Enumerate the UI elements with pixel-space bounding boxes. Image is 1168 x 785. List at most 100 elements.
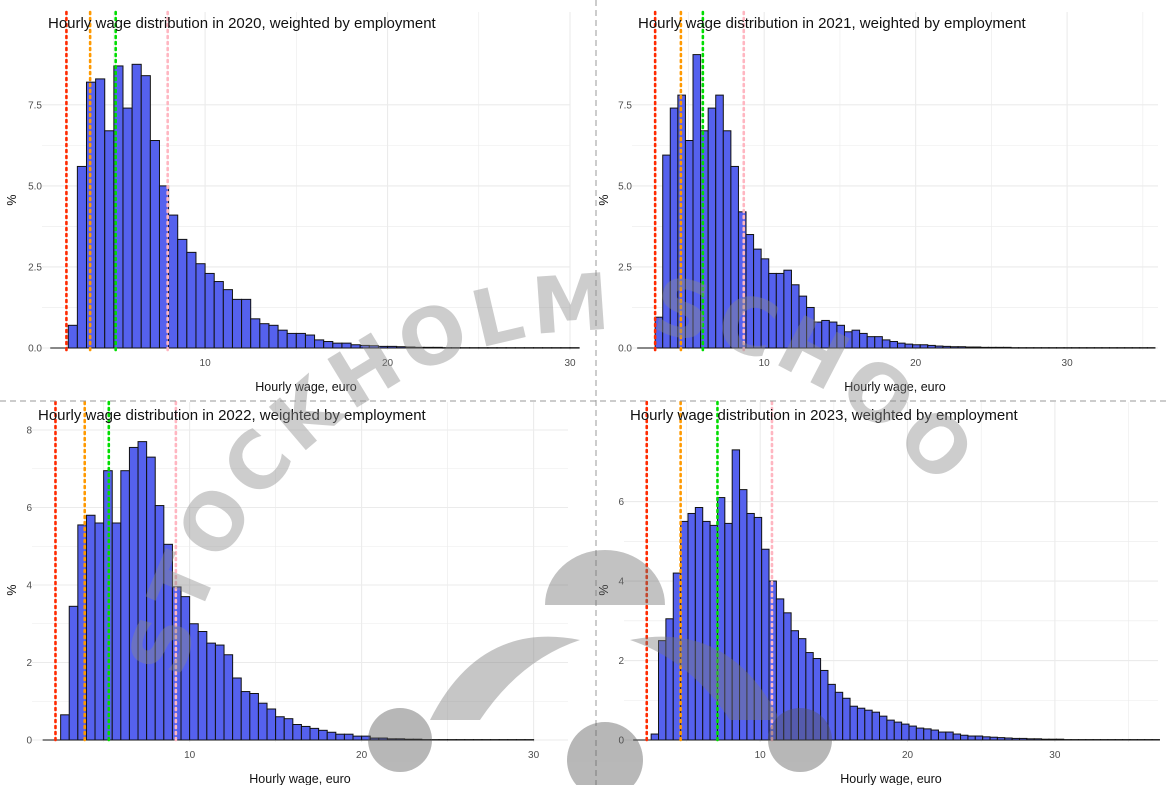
histogram-bar — [286, 332, 297, 349]
bars — [654, 54, 1156, 349]
histogram-bar — [896, 342, 906, 349]
histogram-bar — [842, 697, 851, 741]
watermark-emblem-wing-left — [430, 636, 580, 720]
histogram-bar — [128, 446, 139, 741]
histogram-bar — [942, 345, 951, 349]
histogram-bar — [1004, 737, 1013, 741]
histogram-bar — [268, 324, 279, 349]
histogram-bar — [1019, 737, 1028, 741]
histogram-bar — [694, 507, 704, 741]
histogram-bar — [1011, 737, 1021, 741]
y-tick-label: 2 — [618, 656, 624, 667]
histogram-bar — [1003, 346, 1012, 349]
histogram-bar — [249, 693, 259, 741]
histogram-bar — [326, 731, 337, 741]
x-tick-label: 30 — [1049, 750, 1061, 761]
histogram-bar — [275, 716, 285, 741]
histogram-bar — [1033, 738, 1043, 741]
histogram-bar — [996, 737, 1006, 741]
x-tick-label: 20 — [382, 358, 394, 369]
y-tick-label: 8 — [26, 426, 32, 437]
histogram-bar — [908, 725, 917, 741]
histogram-bar — [904, 343, 914, 349]
chart-title: Hourly wage distribution in 2022, weight… — [38, 407, 427, 424]
histogram-bar — [965, 346, 974, 349]
y-tick-label: 4 — [26, 581, 32, 592]
chart-panel-3: 10 20 30 0 2 4 6 8 Hourly wage distribution in 2… — [5, 400, 568, 785]
histogram-bar — [871, 711, 881, 741]
y-tick-label: 0 — [618, 736, 624, 747]
y-tick-label: 0 — [26, 736, 32, 747]
y-axis-label: % — [597, 584, 611, 595]
y-axis-label: % — [597, 194, 611, 205]
reference-lines — [645, 400, 774, 744]
watermark-emblem-wing-right — [630, 636, 780, 720]
y-tick-label: 5.0 — [618, 181, 632, 192]
watermark-emblem-orb-right — [768, 708, 832, 772]
histogram-bar — [702, 520, 711, 741]
y-axis-label: % — [5, 584, 19, 595]
histogram-bar — [68, 605, 79, 741]
histogram-bar — [352, 735, 363, 741]
histogram-bar — [195, 263, 206, 349]
histogram-bar — [972, 346, 982, 349]
y-tick-label: 0.0 — [618, 344, 632, 355]
x-axis-label: Hourly wage, euro — [844, 380, 945, 394]
histogram-bar — [67, 324, 78, 349]
y-tick-label: 7.5 — [28, 100, 42, 111]
y-tick-label: 2.5 — [28, 262, 42, 273]
histogram-bar — [886, 719, 895, 741]
histogram-bar — [140, 75, 151, 349]
histogram-bar — [204, 272, 215, 349]
histogram-bar — [186, 251, 197, 349]
y-tick-label: 2.5 — [618, 262, 632, 273]
histogram-bar — [283, 718, 294, 741]
y-tick-label: 6 — [26, 503, 32, 514]
histogram-bar — [295, 332, 306, 349]
chart-title: Hourly wage distribution in 2023, weight… — [630, 407, 1019, 424]
histogram-bar — [912, 344, 921, 349]
histogram-bar — [266, 708, 277, 741]
x-tick-label: 20 — [910, 358, 922, 369]
y-tick-label: 0.0 — [28, 344, 42, 355]
histogram-bar — [149, 140, 160, 349]
histogram-bar — [849, 705, 858, 741]
x-tick-label: 20 — [356, 750, 368, 761]
histogram-bar — [901, 723, 910, 741]
x-tick-label: 10 — [759, 358, 771, 369]
histogram-bar — [949, 346, 959, 349]
histogram-bar — [240, 691, 251, 741]
chart-panel-1: 10 20 30 0.0 2.5 5.0 7.5 Hourly wage distributi… — [5, 10, 580, 394]
x-tick-label: 30 — [1062, 358, 1074, 369]
histogram-bar — [223, 654, 234, 741]
histogram-bar — [232, 677, 242, 741]
histogram-bar — [304, 334, 316, 349]
histogram-bar — [292, 724, 302, 741]
histogram-bar — [309, 727, 320, 741]
chart-title: Hourly wage distribution in 2020, weight… — [48, 15, 437, 32]
histogram-bar — [934, 345, 944, 349]
histogram-bar — [834, 691, 844, 741]
histogram-bar — [967, 735, 976, 741]
histogram-bar — [60, 714, 70, 741]
histogram-bar — [131, 63, 142, 349]
histogram-bar — [335, 733, 345, 741]
histogram-bar — [864, 709, 873, 741]
x-axis-label: Hourly wage, euro — [840, 772, 941, 785]
y-tick-label: 4 — [618, 577, 624, 588]
x-axis-label: Hourly wage, euro — [255, 380, 356, 394]
histogram-bar — [343, 733, 354, 741]
histogram-bar — [104, 130, 115, 349]
histogram-bar — [1048, 738, 1057, 741]
histogram-bar — [952, 733, 962, 741]
histogram-bar — [919, 344, 929, 349]
histogram-bar — [300, 725, 311, 741]
histogram-bar — [85, 514, 96, 741]
histogram-bar — [277, 329, 288, 349]
histogram-bar — [650, 733, 660, 741]
y-tick-label: 2 — [26, 658, 32, 669]
histogram-bar — [214, 644, 225, 741]
histogram-bar — [856, 707, 866, 741]
x-tick-label: 10 — [755, 750, 767, 761]
